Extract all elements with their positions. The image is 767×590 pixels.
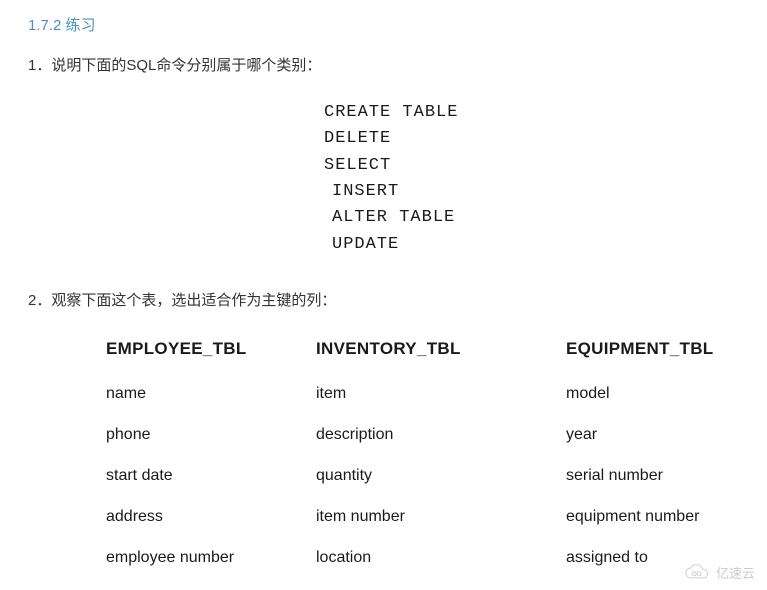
table-header-employee: EMPLOYEE_TBL: [106, 339, 316, 359]
sql-cmd-insert: INSERT: [332, 179, 739, 205]
table-row: employee number: [106, 549, 316, 567]
question-1-text: 1．说明下面的SQL命令分别属于哪个类别：: [28, 55, 739, 76]
cloud-icon: [683, 564, 711, 582]
watermark-text: 亿速云: [716, 563, 755, 582]
sql-cmd-create-table: CREATE TABLE: [324, 100, 739, 126]
table-row: phone: [106, 426, 316, 444]
table-column-inventory: INVENTORY_TBL item description quantity …: [316, 339, 566, 590]
table-row: item number: [316, 508, 566, 526]
table-row: location: [316, 549, 566, 567]
table-row: item: [316, 385, 566, 403]
section-heading: 1.7.2 练习: [28, 14, 739, 35]
table-row: year: [566, 426, 739, 444]
table-row: start date: [106, 467, 316, 485]
table-row: name: [106, 385, 316, 403]
table-header-equipment: EQUIPMENT_TBL: [566, 339, 739, 359]
table-row: serial number: [566, 467, 739, 485]
table-column-equipment: EQUIPMENT_TBL model year serial number e…: [566, 339, 739, 590]
sql-commands-block: CREATE TABLE DELETE SELECT INSERT ALTER …: [324, 100, 739, 258]
sql-cmd-delete: DELETE: [324, 126, 739, 152]
table-row: quantity: [316, 467, 566, 485]
table-header-inventory: INVENTORY_TBL: [316, 339, 566, 359]
question-2-text: 2．观察下面这个表，选出适合作为主键的列：: [28, 290, 739, 311]
sql-cmd-alter-table: ALTER TABLE: [332, 205, 739, 231]
table-row: model: [566, 385, 739, 403]
sql-cmd-select: SELECT: [324, 153, 739, 179]
sql-cmd-update: UPDATE: [332, 232, 739, 258]
table-column-employee: EMPLOYEE_TBL name phone start date addre…: [106, 339, 316, 590]
table-row: address: [106, 508, 316, 526]
watermark: 亿速云: [683, 563, 755, 582]
tables-container: EMPLOYEE_TBL name phone start date addre…: [28, 339, 739, 590]
table-row: equipment number: [566, 508, 739, 526]
table-row: description: [316, 426, 566, 444]
